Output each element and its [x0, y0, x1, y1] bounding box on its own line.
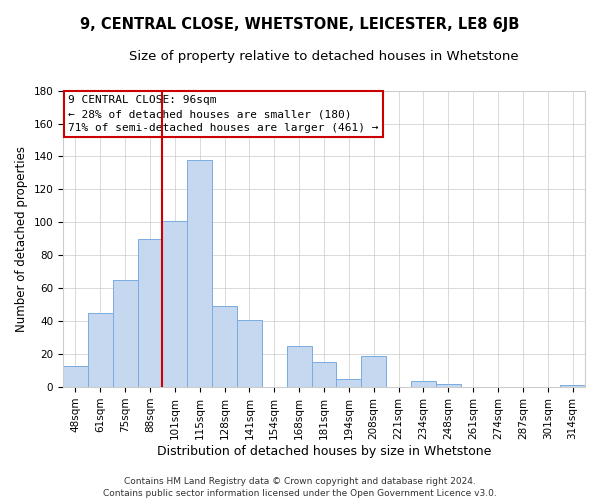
Bar: [63, 366, 88, 387]
Bar: [560, 386, 585, 387]
Bar: [137, 239, 163, 387]
Bar: [113, 280, 137, 387]
Bar: [287, 346, 311, 387]
Bar: [212, 306, 237, 387]
Bar: [237, 320, 262, 387]
Title: Size of property relative to detached houses in Whetstone: Size of property relative to detached ho…: [129, 50, 519, 63]
X-axis label: Distribution of detached houses by size in Whetstone: Distribution of detached houses by size …: [157, 444, 491, 458]
Bar: [436, 384, 461, 387]
Bar: [163, 220, 187, 387]
Bar: [187, 160, 212, 387]
Text: Contains HM Land Registry data © Crown copyright and database right 2024.
Contai: Contains HM Land Registry data © Crown c…: [103, 476, 497, 498]
Text: 9 CENTRAL CLOSE: 96sqm
← 28% of detached houses are smaller (180)
71% of semi-de: 9 CENTRAL CLOSE: 96sqm ← 28% of detached…: [68, 95, 379, 133]
Bar: [88, 313, 113, 387]
Bar: [311, 362, 337, 387]
Text: 9, CENTRAL CLOSE, WHETSTONE, LEICESTER, LE8 6JB: 9, CENTRAL CLOSE, WHETSTONE, LEICESTER, …: [80, 18, 520, 32]
Bar: [337, 379, 361, 387]
Bar: [411, 380, 436, 387]
Bar: [361, 356, 386, 387]
Y-axis label: Number of detached properties: Number of detached properties: [15, 146, 28, 332]
